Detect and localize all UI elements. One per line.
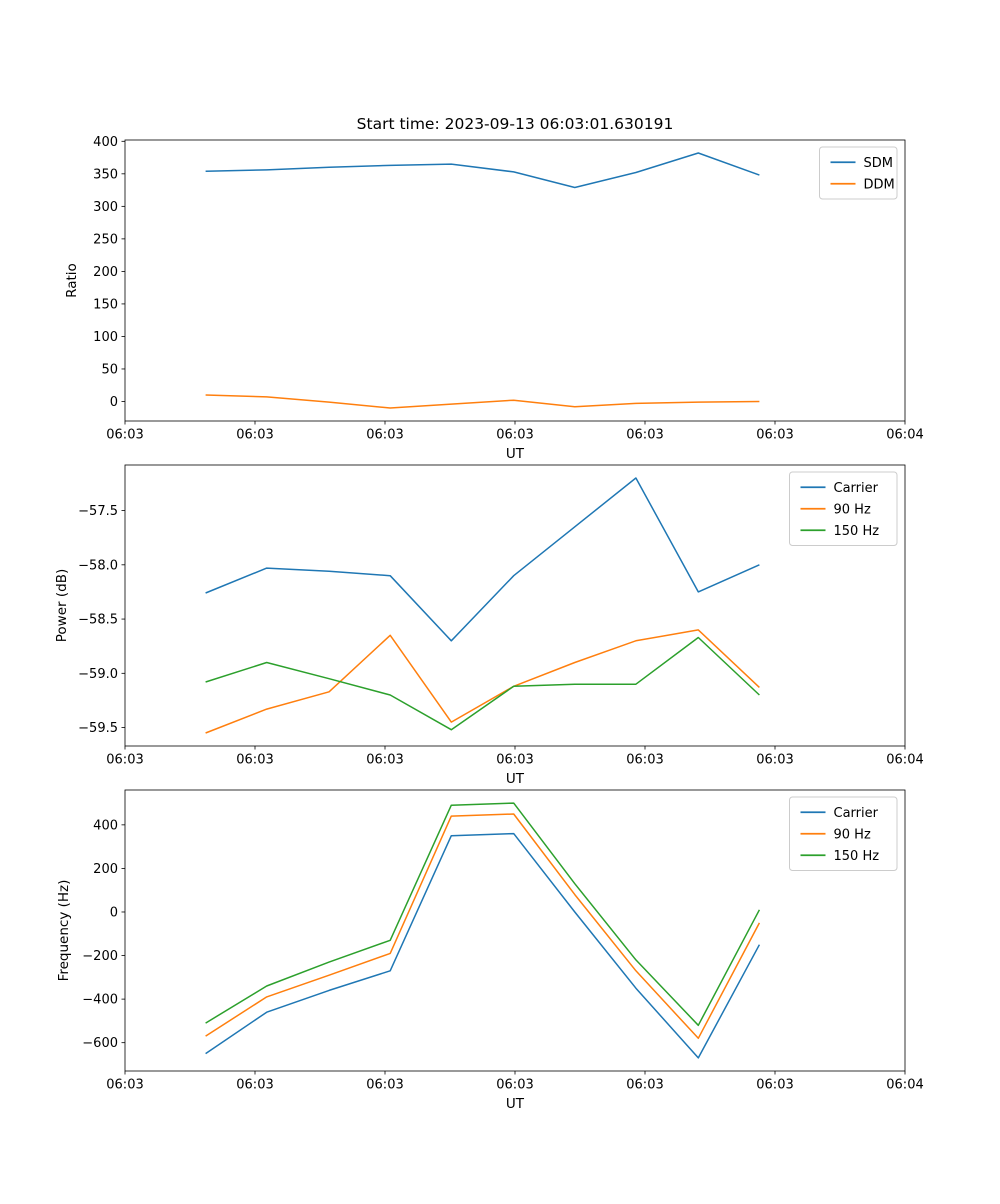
series-line-150-hz (205, 802, 761, 1027)
series-line-150-hz (205, 636, 760, 731)
y-tick-label: −200 (82, 949, 118, 964)
legend-box (789, 471, 898, 546)
x-tick-label: 06:03 (756, 753, 793, 768)
x-tick-label: 06:03 (626, 1078, 663, 1093)
x-tick-label: 06:03 (106, 428, 143, 443)
legend-box (789, 796, 898, 871)
y-tick-label: 50 (101, 362, 118, 377)
y-tick-label: 250 (93, 232, 118, 247)
ratio-y-axis-label: Ratio (64, 263, 80, 298)
series-line-carrier (205, 832, 761, 1059)
legend-label: 90 Hz (834, 827, 871, 842)
frequency-plot: 06:03 06:03 06:03 06:03 06:03 06:03 06:04 −600 −… (82, 789, 924, 1093)
legend-label: Carrier (834, 481, 879, 496)
legend-label: Carrier (834, 806, 879, 821)
x-tick-label: 06:03 (236, 1078, 273, 1093)
y-tick-label: 200 (93, 265, 118, 280)
legend-label: 90 Hz (834, 502, 871, 517)
y-tick-label: 200 (93, 862, 118, 877)
y-tick-label: 150 (93, 297, 118, 312)
y-tick-label: −57.5 (78, 504, 118, 519)
y-tick-label: 0 (110, 395, 118, 410)
frequency-x-axis-label: UT (506, 1096, 525, 1112)
y-tick-label: −58.5 (78, 613, 118, 628)
power-plot: 06:03 06:03 06:03 06:03 06:03 06:03 06:04 −59.5… (78, 464, 924, 768)
x-tick-label: 06:03 (236, 753, 273, 768)
y-tick-label: −59.0 (78, 667, 118, 682)
ratio-x-axis-label: UT (506, 446, 525, 462)
y-tick-label: −400 (82, 993, 118, 1008)
x-tick-label: 06:03 (496, 428, 533, 443)
x-tick-label: 06:03 (366, 428, 403, 443)
y-tick-label: −59.5 (78, 721, 118, 736)
y-tick-label: 400 (93, 818, 118, 833)
legend-box (819, 146, 898, 200)
x-tick-label: 06:03 (366, 1078, 403, 1093)
y-tick-label: 100 (93, 330, 118, 345)
legend-label: 150 Hz (834, 524, 880, 539)
x-tick-label: 06:03 (106, 1078, 143, 1093)
x-tick-label: 06:03 (496, 753, 533, 768)
series-line-ddm (205, 394, 760, 409)
ratio-plot: 06:03 06:03 06:03 06:03 06:03 06:03 06:04 0 50 10… (93, 135, 924, 443)
y-tick-label: 350 (93, 167, 118, 182)
frequency-y-axis-label: Frequency (Hz) (56, 880, 72, 982)
x-tick-label: 06:03 (626, 753, 663, 768)
y-tick-label: 300 (93, 200, 118, 215)
legend-label: 150 Hz (834, 849, 880, 864)
x-tick-label: 06:03 (106, 753, 143, 768)
series-line-90-hz (205, 813, 761, 1040)
power-y-axis-label: Power (dB) (54, 569, 70, 642)
x-tick-label: 06:04 (886, 753, 923, 768)
x-tick-label: 06:03 (236, 428, 273, 443)
chart-title: Start time: 2023-09-13 06:03:01.630191 (357, 115, 674, 133)
plot-frame (124, 139, 906, 422)
y-tick-label: −58.0 (78, 558, 118, 573)
x-tick-label: 06:03 (756, 1078, 793, 1093)
series-line-sdm (205, 152, 760, 189)
x-tick-label: 06:03 (626, 428, 663, 443)
series-line-90-hz (205, 629, 760, 734)
legend-label: DDM (864, 177, 895, 192)
power-x-axis-label: UT (506, 771, 525, 787)
y-tick-label: −600 (82, 1036, 118, 1051)
x-tick-label: 06:04 (886, 428, 923, 443)
x-tick-label: 06:04 (886, 1078, 923, 1093)
legend-label: SDM (864, 156, 893, 171)
y-tick-label: 0 (110, 905, 118, 920)
series-line-carrier (205, 477, 760, 642)
plot-frame (124, 464, 906, 747)
y-tick-label: 400 (93, 135, 118, 150)
x-tick-label: 06:03 (366, 753, 403, 768)
x-tick-label: 06:03 (496, 1078, 533, 1093)
x-tick-label: 06:03 (756, 428, 793, 443)
